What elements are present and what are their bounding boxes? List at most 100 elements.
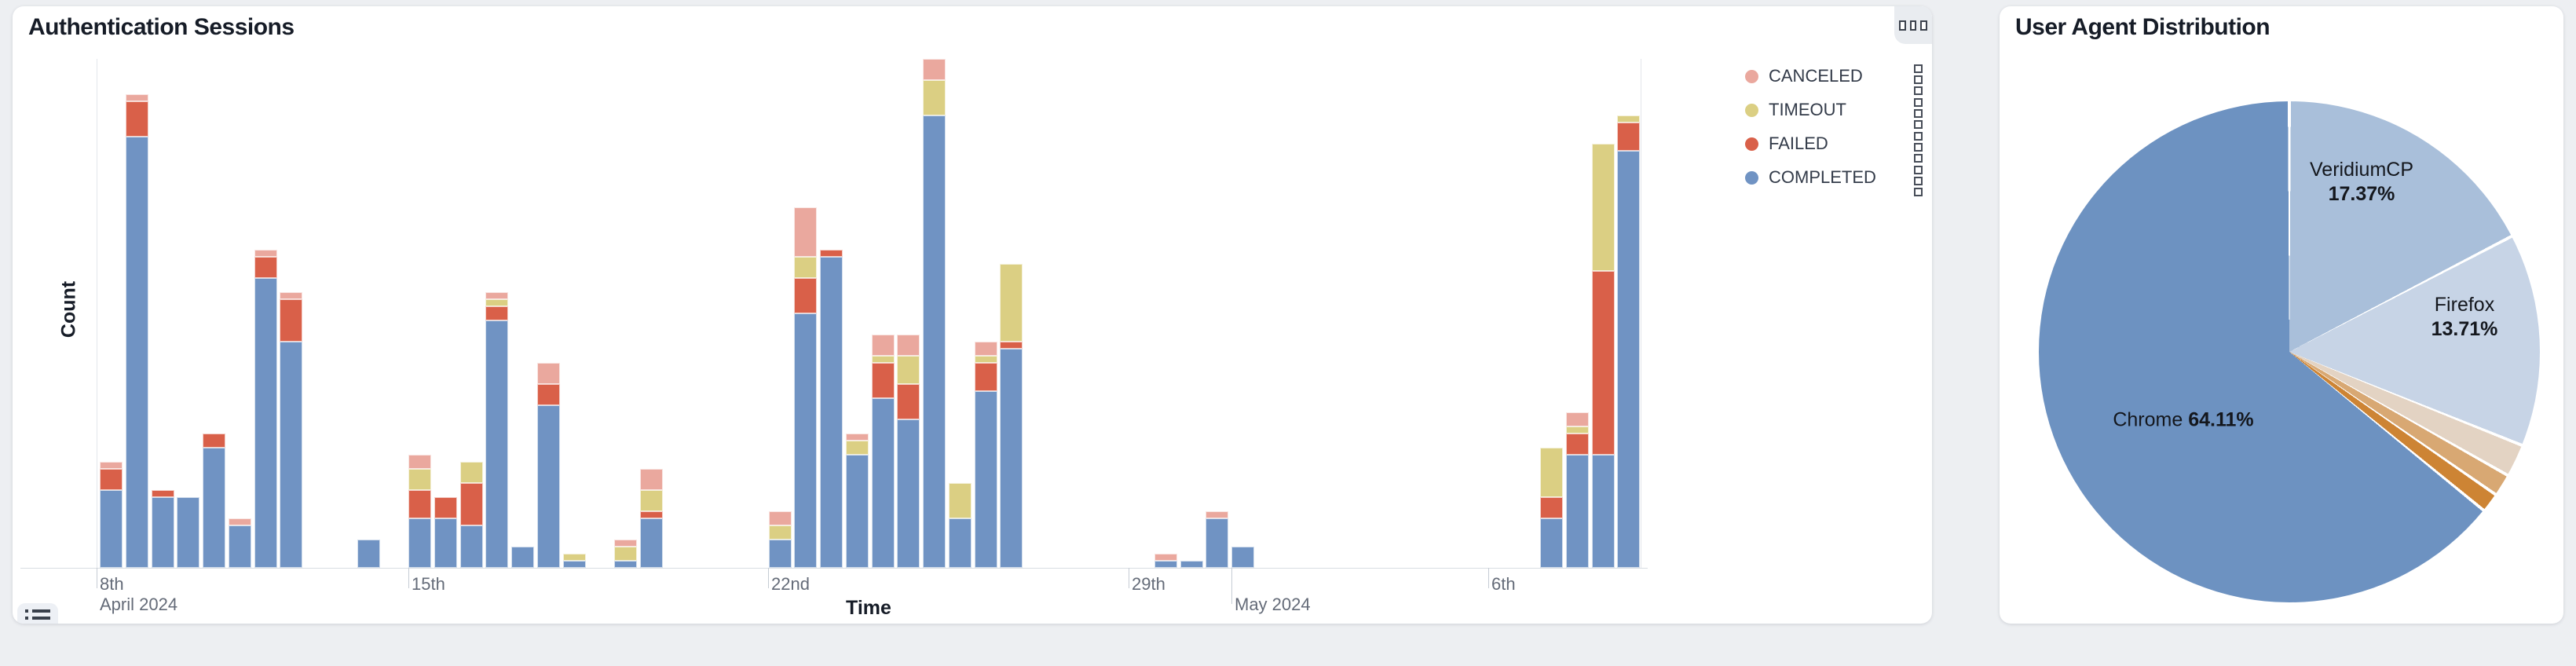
kebab-squares-icon[interactable] bbox=[1914, 98, 1923, 129]
bar-segment-timeout[interactable] bbox=[1617, 115, 1641, 123]
bar-segment-failed[interactable] bbox=[871, 363, 895, 398]
bar-segment-timeout[interactable] bbox=[794, 257, 818, 278]
bar-segment-canceled[interactable] bbox=[254, 250, 277, 257]
bar-segment-failed[interactable] bbox=[974, 363, 997, 391]
panel-menu-button[interactable] bbox=[1894, 6, 1932, 44]
bar-segment-failed[interactable] bbox=[1565, 434, 1589, 455]
bar-segment-timeout[interactable] bbox=[485, 299, 509, 306]
bar-segment-timeout[interactable] bbox=[871, 356, 895, 363]
bar-apr-16-pm[interactable] bbox=[485, 292, 509, 568]
bar-segment-timeout[interactable] bbox=[768, 525, 792, 540]
bar-segment-timeout[interactable] bbox=[614, 547, 637, 561]
bar-segment-canceled[interactable] bbox=[974, 342, 997, 356]
pie-chart[interactable] bbox=[2039, 101, 2540, 602]
bar-segment-failed[interactable] bbox=[434, 497, 457, 518]
bar-apr-19-pm[interactable] bbox=[639, 469, 663, 568]
bar-segment-timeout[interactable] bbox=[408, 469, 431, 490]
bar-segment-canceled[interactable] bbox=[536, 363, 560, 384]
bar-segment-completed[interactable] bbox=[923, 115, 946, 568]
bar-apr-11-pm[interactable] bbox=[228, 518, 251, 568]
bar-segment-failed[interactable] bbox=[794, 278, 818, 313]
bar-apr-10-am[interactable] bbox=[151, 490, 174, 568]
legend-item-completed[interactable]: COMPLETED bbox=[1745, 167, 1876, 188]
bar-apr-29-pm[interactable] bbox=[1154, 554, 1177, 568]
bar-apr-30-am[interactable] bbox=[1180, 561, 1203, 568]
bar-segment-timeout[interactable] bbox=[897, 356, 920, 384]
legend-toggle-button[interactable] bbox=[17, 603, 58, 624]
bar-segment-completed[interactable] bbox=[203, 448, 225, 568]
bar-segment-timeout[interactable] bbox=[1000, 264, 1023, 342]
bar-segment-completed[interactable] bbox=[408, 518, 431, 568]
bar-segment-failed[interactable] bbox=[100, 469, 123, 490]
bar-segment-completed[interactable] bbox=[1000, 349, 1023, 568]
bar-apr-23-am[interactable] bbox=[820, 250, 843, 568]
bar-segment-canceled[interactable] bbox=[100, 462, 123, 469]
bar-segment-failed[interactable] bbox=[203, 434, 225, 448]
bar-segment-completed[interactable] bbox=[1154, 561, 1177, 568]
bar-apr-25-am[interactable] bbox=[923, 59, 946, 568]
bar-apr-26-pm[interactable] bbox=[1000, 264, 1023, 568]
bar-apr-12-pm[interactable] bbox=[280, 292, 303, 568]
bar-apr-9-am[interactable] bbox=[100, 462, 123, 568]
bar-segment-completed[interactable] bbox=[536, 405, 560, 568]
bar-apr-15-pm[interactable] bbox=[434, 497, 457, 568]
bar-segment-completed[interactable] bbox=[125, 137, 148, 568]
bar-segment-timeout[interactable] bbox=[923, 80, 946, 115]
bar-segment-timeout[interactable] bbox=[459, 462, 483, 483]
bar-apr-30-pm[interactable] bbox=[1206, 511, 1229, 568]
bar-apr-17-am[interactable] bbox=[511, 547, 534, 568]
bar-segment-completed[interactable] bbox=[485, 320, 509, 568]
bar-segment-failed[interactable] bbox=[820, 250, 843, 257]
bar-apr-15-am[interactable] bbox=[408, 455, 431, 568]
bar-segment-completed[interactable] bbox=[1180, 561, 1203, 568]
bar-segment-completed[interactable] bbox=[357, 540, 380, 568]
bar-segment-timeout[interactable] bbox=[639, 490, 663, 511]
bar-segment-completed[interactable] bbox=[1540, 518, 1563, 568]
bar-segment-failed[interactable] bbox=[536, 384, 560, 405]
bar-segment-completed[interactable] bbox=[254, 278, 277, 568]
bar-segment-timeout[interactable] bbox=[1591, 144, 1615, 271]
bar-may-7-am[interactable] bbox=[1540, 448, 1563, 568]
bar-segment-failed[interactable] bbox=[1617, 123, 1641, 151]
bar-segment-canceled[interactable] bbox=[1565, 412, 1589, 426]
bar-segment-completed[interactable] bbox=[639, 518, 663, 568]
bar-segment-timeout[interactable] bbox=[974, 356, 997, 363]
bar-apr-24-am[interactable] bbox=[871, 335, 895, 568]
bar-segment-canceled[interactable] bbox=[845, 434, 869, 441]
bar-segment-failed[interactable] bbox=[1591, 271, 1615, 455]
bar-segment-completed[interactable] bbox=[871, 398, 895, 568]
bar-apr-18-am[interactable] bbox=[562, 554, 586, 568]
bar-segment-completed[interactable] bbox=[280, 342, 303, 568]
bar-segment-completed[interactable] bbox=[177, 497, 200, 568]
bar-may-8-pm[interactable] bbox=[1617, 115, 1641, 568]
bar-segment-completed[interactable] bbox=[100, 490, 123, 568]
bar-apr-16-am[interactable] bbox=[459, 462, 483, 568]
legend-item-timeout[interactable]: TIMEOUT bbox=[1745, 100, 1846, 120]
bar-apr-17-pm[interactable] bbox=[536, 363, 560, 568]
bar-segment-timeout[interactable] bbox=[562, 554, 586, 561]
bar-segment-completed[interactable] bbox=[845, 455, 869, 568]
bar-segment-canceled[interactable] bbox=[280, 292, 303, 299]
bar-apr-23-pm[interactable] bbox=[845, 434, 869, 568]
bar-may-1-am[interactable] bbox=[1231, 547, 1254, 568]
legend-item-failed[interactable]: FAILED bbox=[1745, 134, 1828, 154]
bar-segment-canceled[interactable] bbox=[408, 455, 431, 469]
bar-segment-failed[interactable] bbox=[1000, 342, 1023, 349]
bar-segment-completed[interactable] bbox=[151, 497, 174, 568]
bar-segment-completed[interactable] bbox=[1591, 455, 1615, 568]
bar-segment-timeout[interactable] bbox=[948, 483, 971, 518]
bar-apr-11-am[interactable] bbox=[203, 434, 225, 568]
bar-apr-19-am[interactable] bbox=[614, 540, 637, 568]
bar-segment-canceled[interactable] bbox=[794, 207, 818, 257]
bar-segment-completed[interactable] bbox=[562, 561, 586, 568]
bar-segment-canceled[interactable] bbox=[639, 469, 663, 490]
bar-apr-22-am[interactable] bbox=[768, 511, 792, 568]
bar-segment-failed[interactable] bbox=[151, 490, 174, 497]
bar-apr-14-am[interactable] bbox=[357, 540, 380, 568]
bar-segment-completed[interactable] bbox=[768, 540, 792, 568]
bar-may-7-pm[interactable] bbox=[1565, 412, 1589, 568]
bar-apr-10-pm[interactable] bbox=[177, 497, 200, 568]
bar-segment-canceled[interactable] bbox=[897, 335, 920, 356]
bar-segment-failed[interactable] bbox=[485, 306, 509, 320]
bar-segment-failed[interactable] bbox=[1540, 497, 1563, 518]
